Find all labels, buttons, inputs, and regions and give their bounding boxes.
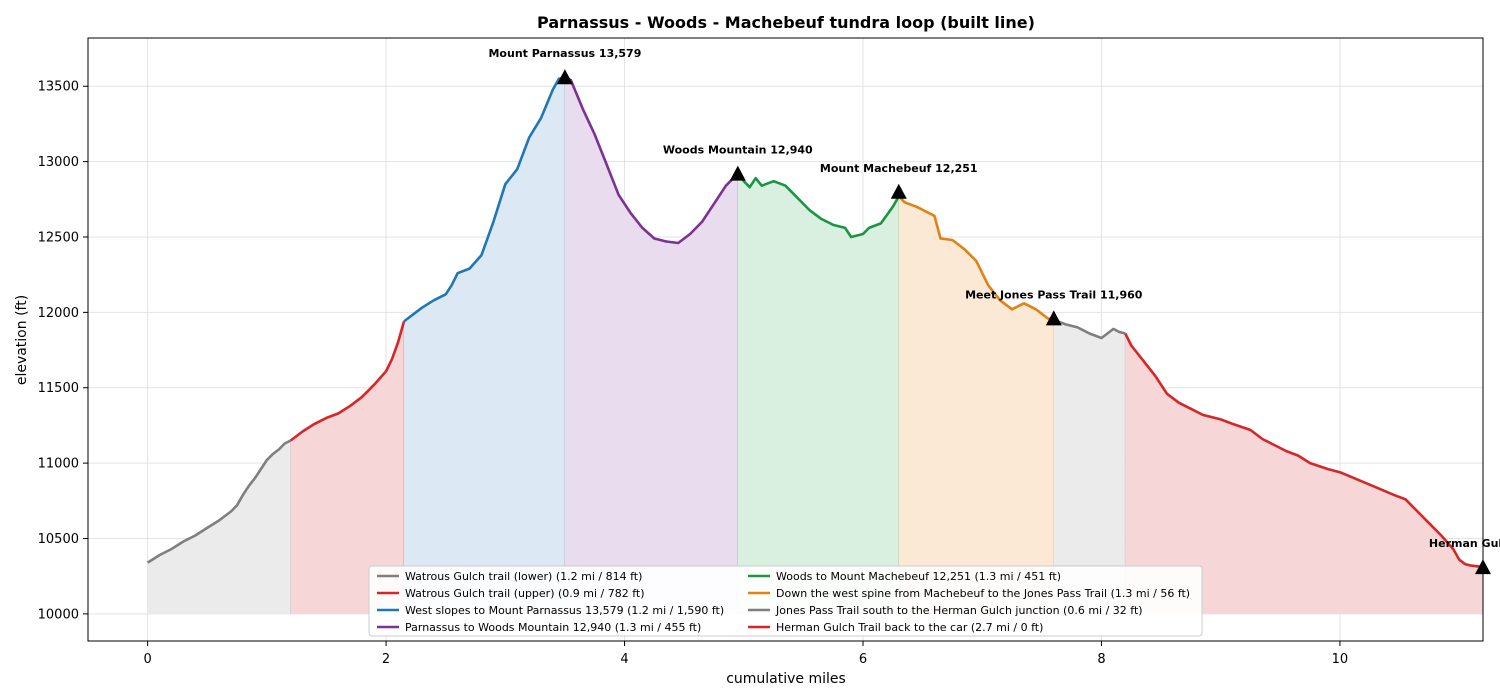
segment-area-3 [404,77,565,614]
y-tick-label: 11500 [38,381,79,396]
segment-line-7 [1053,318,1126,340]
segment-line-6 [897,195,1055,322]
y-tick-label: 13500 [38,80,79,95]
x-tick-label: 4 [620,652,628,667]
legend-box [368,565,1203,637]
legend-entry: Woods to Mount Machebeuf 12,251 (1.3 mi … [776,570,1061,583]
axis-ticks: 0 2 4 6 8 10 10000 10500 11000 11500 12000 12500 130… [38,80,1349,667]
summit-label: Mount Machebeuf 12,251 [820,162,978,175]
segment-line-1 [146,439,292,564]
summit-triangle-icon [729,165,746,181]
x-tick-label: 8 [1097,652,1105,667]
y-tick-label: 12500 [38,230,79,245]
x-tick-label: 10 [1332,652,1349,667]
legend-entry: Watrous Gulch trail (upper) (0.9 mi / 78… [405,587,645,600]
legend-entry: Parnassus to Woods Mountain 12,940 (1.3 … [405,621,701,634]
segment-line-3 [403,75,566,323]
area-fills [147,77,1484,614]
legend-entry: Watrous Gulch trail (lower) (1.2 mi / 81… [405,570,642,583]
summit-label: Herman Gulch TH [1429,537,1500,550]
y-tick-label: 10000 [38,607,79,622]
x-tick-label: 6 [859,652,867,667]
legend-entry: West slopes to Mount Parnassus 13,579 (1… [405,604,724,617]
summit-label: Woods Mountain 12,940 [663,144,813,157]
y-tick-label: 11000 [38,457,79,472]
summit-label: Meet Jones Pass Trail 11,960 [965,288,1143,301]
x-tick-label: 0 [143,652,151,667]
x-axis-label: cumulative miles [726,671,846,687]
y-tick-label: 10500 [38,532,79,547]
grid [88,38,1483,641]
segment-area-7 [1053,319,1126,614]
segment-area-2 [290,321,404,614]
segment-line-2 [289,321,406,442]
segment-area-8 [1125,333,1483,614]
summit-label: Mount Parnassus 13,579 [488,47,641,60]
summit-triangle-icon [1045,310,1062,326]
legend-entry: Herman Gulch Trail back to the car (2.7 … [776,621,1043,634]
x-tick-label: 2 [382,652,390,667]
legend: Watrous Gulch trail (lower) (1.2 mi / 81… [368,565,1203,637]
summit-triangle-icon [890,183,907,199]
legend-entry: Down the west spine from Machebeuf to th… [776,587,1190,600]
segment-line-8 [1124,332,1484,569]
segment-area-5 [737,173,899,614]
segment-line-4 [564,76,739,245]
segment-area-6 [898,196,1054,614]
y-tick-label: 13000 [38,155,79,170]
segment-line-5 [736,172,900,239]
y-axis-label: elevation (ft) [14,295,30,385]
plot-frame [87,37,1484,642]
chart-title: Parnassus - Woods - Machebeuf tundra loo… [537,13,1035,32]
segment-area-1 [147,440,291,614]
legend-entry: Jones Pass Trail south to the Herman Gul… [775,604,1143,617]
series-lines [146,75,1484,569]
segment-area-4 [564,77,738,614]
summit-triangle-icon [556,69,573,85]
y-tick-label: 12000 [38,306,79,321]
